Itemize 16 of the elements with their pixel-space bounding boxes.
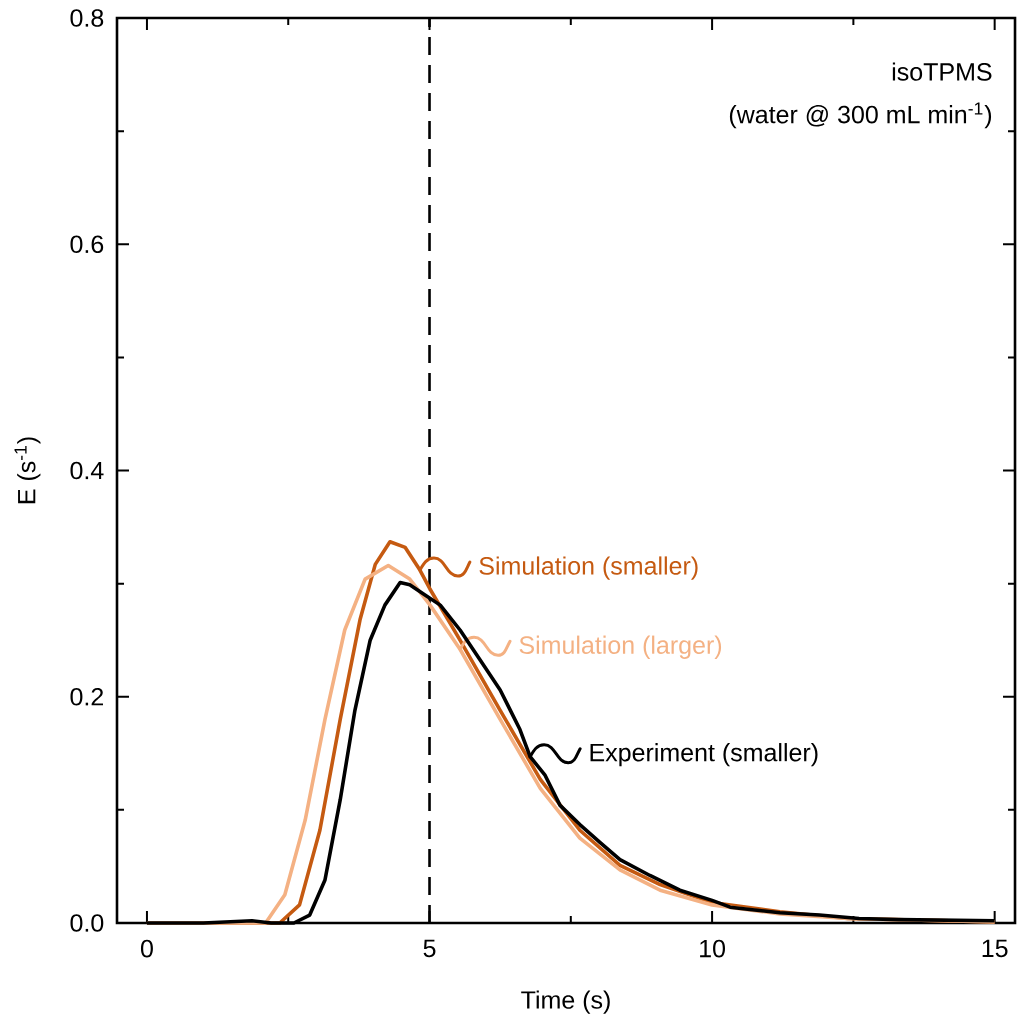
y-tick-label: 0.0 [70, 914, 104, 932]
legend-label: Simulation (smaller) [479, 556, 698, 580]
y-tick-label: 0.8 [70, 9, 104, 27]
y-tick-label: 0.2 [70, 687, 103, 706]
legend-label: Experiment (smaller) [590, 743, 818, 767]
legend-label: Simulation (larger) [519, 635, 722, 659]
y-tick-label: 0.4 [70, 461, 104, 480]
annotation: isoTPMS [892, 62, 992, 81]
x-tick-label: 5 [423, 939, 436, 958]
y-tick-label: 0.6 [70, 235, 104, 254]
x-tick-label: 15 [982, 939, 1008, 958]
x-tick-label: 0 [140, 939, 153, 958]
annotation: (water @ 300 mL min$^{-1}$) [729, 102, 992, 129]
x-axis-title: Time (s) [521, 990, 610, 1014]
x-tick-label: 10 [700, 939, 726, 958]
y-axis-title: E (s$^{-1}$) [14, 437, 41, 504]
